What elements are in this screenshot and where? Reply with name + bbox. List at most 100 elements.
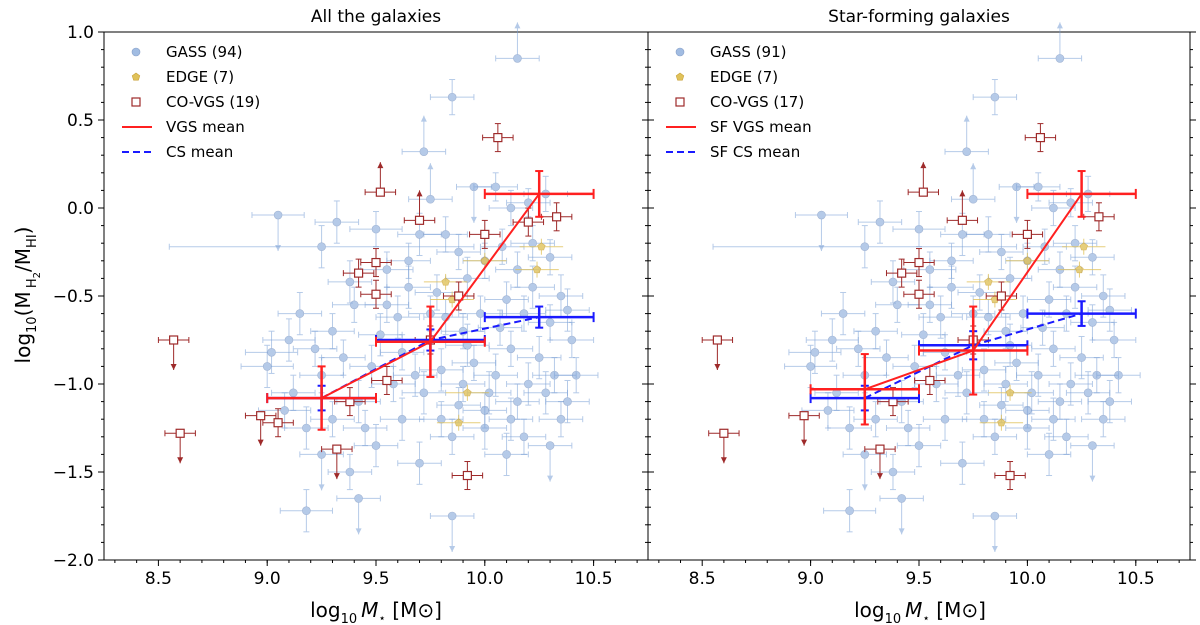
covgs-marker [1094, 212, 1104, 222]
covgs-marker [454, 291, 464, 301]
gass-marker [410, 370, 420, 380]
y-tick-label: −0.5 [53, 287, 94, 307]
gass-marker [979, 365, 989, 375]
gass-marker [371, 441, 381, 450]
gass-marker [962, 388, 971, 398]
legend-item: EDGE (7) [131, 68, 234, 86]
gass-arrow [963, 115, 970, 122]
x-tick-label: 9.5 [905, 569, 932, 589]
legend: GASS (94) EDGE (7) CO-VGS (19) VGS mean CS m… [122, 43, 260, 161]
gass-marker [1012, 358, 1021, 368]
gass-point [940, 441, 985, 485]
gass-point [506, 362, 551, 406]
x-tick-label: 9.0 [254, 569, 281, 589]
gass-point [386, 242, 431, 279]
gass-point [951, 163, 996, 204]
covgs-marker [414, 215, 425, 225]
covgs-marker [1022, 229, 1033, 239]
vgs-mean [809, 170, 1137, 426]
gass-point [292, 330, 338, 367]
legend-item: CS mean [122, 143, 233, 161]
gass-marker [1001, 379, 1011, 389]
panel-title: All the galaxies [311, 7, 441, 27]
gass-point [397, 441, 442, 485]
panel-star-forming-galaxies: Star-forming galaxies 8.5 9.0 9.5 10.0 10.5 GA… [642, 7, 1196, 589]
gass-arrow [991, 546, 998, 552]
gass-marker [480, 406, 490, 415]
covgs-marker [957, 215, 967, 225]
gass-point [1087, 379, 1132, 424]
edge-point [519, 238, 564, 255]
edge-point [515, 261, 559, 278]
gass-marker [962, 147, 971, 156]
gass-point [488, 189, 534, 227]
gass-marker [545, 441, 555, 450]
gass-marker [415, 230, 424, 239]
gass-marker [875, 217, 885, 227]
gass-point [1016, 353, 1061, 397]
covgs-marker [256, 411, 266, 421]
gass-marker [979, 414, 989, 424]
gass-marker [295, 309, 305, 318]
gass-arrow [420, 115, 427, 122]
gass-point [972, 418, 1018, 455]
gass-marker [1098, 414, 1108, 424]
gass-arrow [861, 484, 868, 491]
y-tick-label: 0.5 [67, 111, 94, 131]
gass-point [353, 423, 399, 468]
legend-label: VGS mean [166, 118, 245, 136]
covgs-point [371, 365, 403, 395]
edge-marker [537, 242, 546, 251]
gass-point [1059, 335, 1104, 380]
gass-point [327, 453, 373, 491]
gass-arrow [318, 484, 325, 491]
gass-point [392, 353, 438, 397]
gass-arrow [547, 475, 554, 482]
gass-marker [838, 309, 848, 318]
y-axis-label: log10(MMH2/MHI) [11, 227, 43, 364]
legend-label: EDGE (7) [710, 68, 778, 86]
gass-point [488, 330, 534, 367]
covgs-point [994, 461, 1026, 491]
covgs-arrow [170, 364, 177, 370]
covgs-arrow [920, 162, 927, 169]
covgs-marker [353, 268, 364, 278]
gass-marker [571, 370, 581, 380]
edge-point [436, 414, 481, 431]
gass-marker [1018, 309, 1028, 318]
gass-point [820, 291, 866, 336]
gass-marker [371, 224, 381, 234]
legend-item: VGS mean [122, 118, 245, 136]
vgs-mean [266, 170, 595, 431]
gass-point [401, 371, 447, 415]
legend-item: CO-VGS (17) [675, 93, 804, 111]
covgs-marker [914, 257, 924, 268]
gass-point [527, 441, 573, 482]
edge-point [1005, 252, 1050, 269]
gass-point [310, 313, 355, 350]
gass-marker [528, 238, 537, 248]
gass-marker [345, 277, 355, 287]
gass-marker [990, 432, 1000, 442]
gass-marker [419, 388, 429, 398]
covgs-arrow [959, 190, 966, 197]
edge-point [463, 252, 507, 269]
gass-point [358, 313, 403, 357]
covgs-marker [273, 418, 283, 428]
legend-label: GASS (94) [166, 43, 243, 61]
gass-marker [1023, 406, 1032, 415]
gass-marker [897, 494, 906, 503]
gass-marker [1088, 318, 1097, 327]
gass-point [983, 365, 1028, 403]
gass-marker [984, 312, 993, 322]
gass-point [814, 374, 859, 411]
gass-marker [332, 217, 342, 227]
gass-point [1091, 321, 1137, 359]
gass-marker [984, 230, 993, 239]
gass-point [479, 228, 525, 265]
gass-point [961, 401, 1007, 438]
gass-marker [545, 252, 555, 262]
gass-marker [289, 388, 298, 398]
covgs-marker [996, 291, 1006, 301]
gass-point [527, 239, 573, 276]
